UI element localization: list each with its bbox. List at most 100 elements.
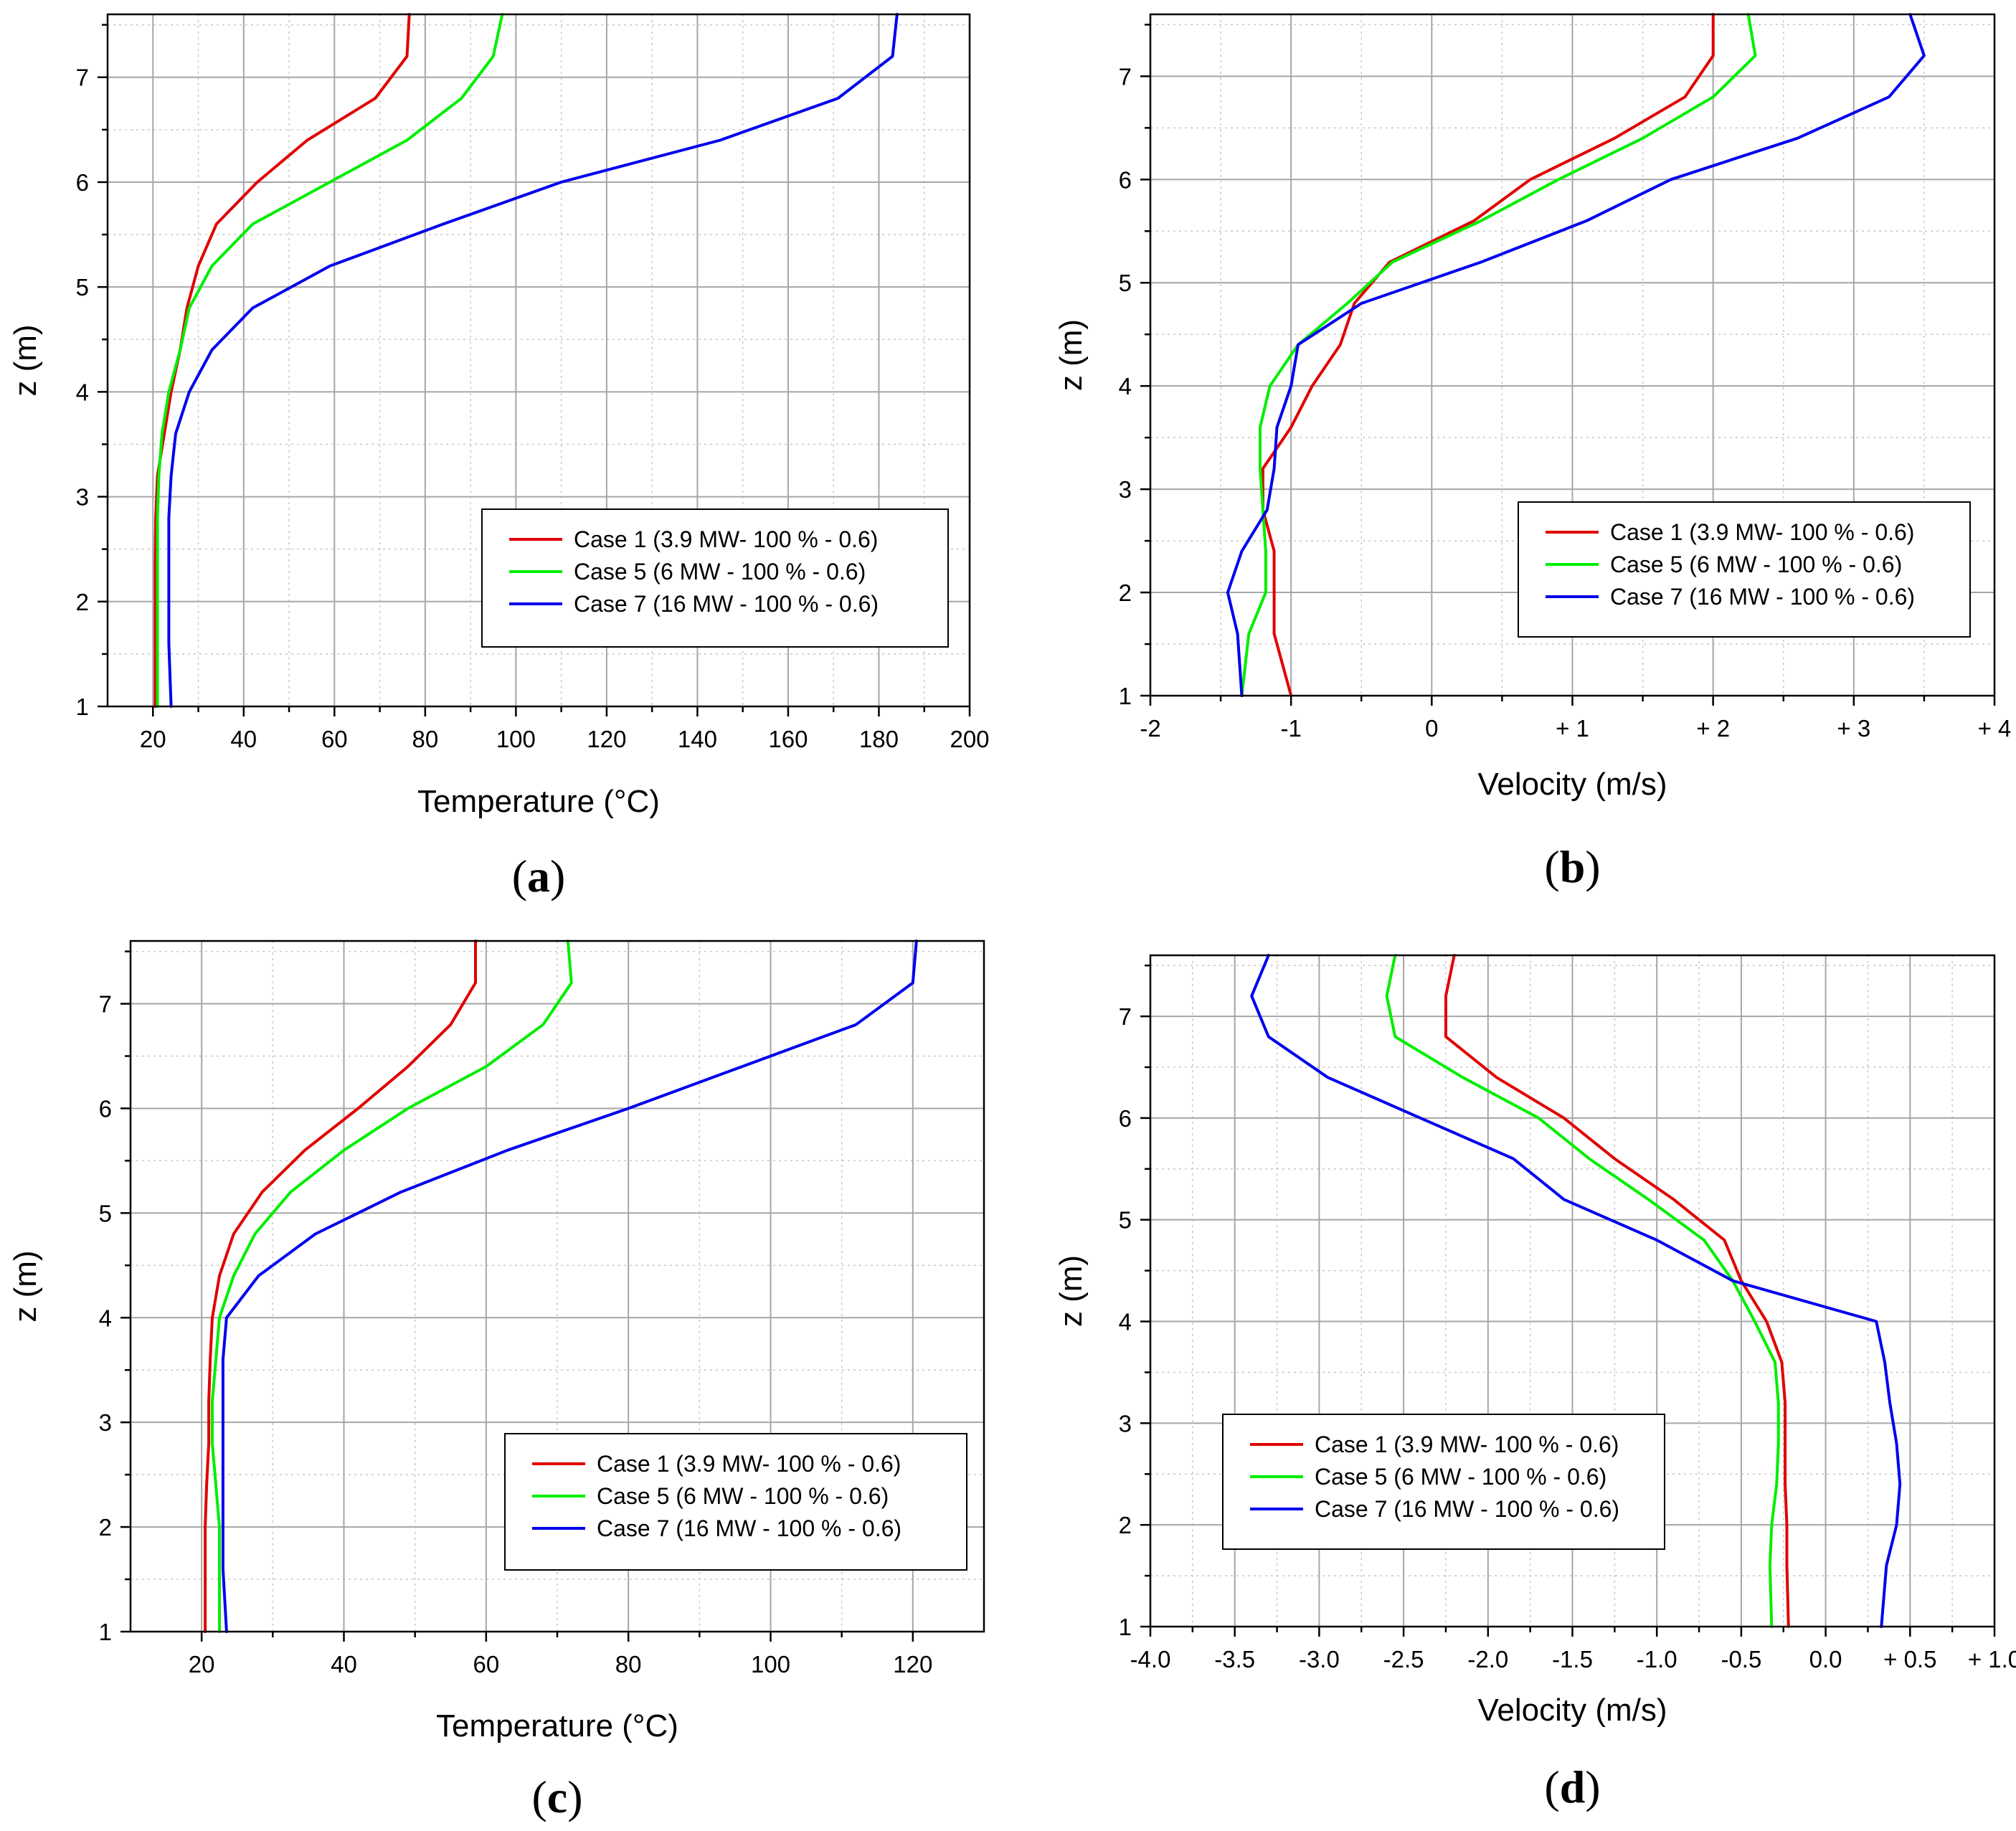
panel-label-open-paren: ( xyxy=(1544,841,1559,892)
y-tick-label: 2 xyxy=(99,1514,112,1541)
panel-label-letter: b xyxy=(1560,841,1586,892)
x-tick-label: 0 xyxy=(1425,715,1438,742)
series-line-1 xyxy=(204,940,477,1633)
x-tick-label: + 2 xyxy=(1696,715,1730,742)
series-line-3 xyxy=(167,13,899,708)
panel-label-letter: d xyxy=(1560,1761,1586,1812)
x-tick-label: + 1 xyxy=(1556,715,1589,742)
x-tick-label: -1 xyxy=(1280,715,1301,742)
series-line-1 xyxy=(1444,954,1790,1628)
y-tick-label: 4 xyxy=(1119,373,1132,399)
x-tick-label: 60 xyxy=(321,726,348,752)
x-tick-label: 60 xyxy=(473,1651,499,1678)
y-axis-title: z (m) xyxy=(1054,1255,1089,1327)
x-axis-title: Velocity (m/s) xyxy=(1477,1693,1667,1728)
legend-label-1: Case 1 (3.9 MW- 100 % - 0.6) xyxy=(574,526,878,552)
panel-label-close-paren: ) xyxy=(550,851,565,902)
x-tick-label: + 4 xyxy=(1978,715,2012,742)
x-tick-label: 100 xyxy=(496,726,536,752)
legend: Case 1 (3.9 MW- 100 % - 0.6) Case 5 (6 MW… xyxy=(504,1433,967,1571)
x-tick-label: -3.5 xyxy=(1214,1646,1255,1672)
y-tick-label: 4 xyxy=(76,379,89,405)
series-group xyxy=(1226,13,1926,697)
x-axis-title: Temperature (°C) xyxy=(417,784,660,819)
y-tick-label: 7 xyxy=(76,65,89,91)
y-tick-label: 3 xyxy=(1119,476,1132,503)
legend-label-2: Case 5 (6 MW - 100 % - 0.6) xyxy=(1610,552,1902,577)
y-tick-label: 3 xyxy=(76,484,89,511)
series-line-3 xyxy=(1250,954,1902,1628)
legend-label-1: Case 1 (3.9 MW- 100 % - 0.6) xyxy=(1610,519,1914,545)
legend-box xyxy=(504,1433,967,1571)
panel-label: (a) xyxy=(512,851,566,902)
panel-label: (d) xyxy=(1544,1761,1600,1812)
y-tick-label: 2 xyxy=(76,589,89,615)
x-tick-label: 40 xyxy=(331,1651,357,1678)
x-tick-label: -1.5 xyxy=(1552,1646,1593,1672)
x-tick-label: -1.0 xyxy=(1637,1646,1677,1672)
legend-label-1: Case 1 (3.9 MW- 100 % - 0.6) xyxy=(1315,1432,1619,1457)
y-tick-label: 2 xyxy=(1119,579,1132,606)
y-tick-label: 1 xyxy=(99,1619,112,1645)
chart-panel-b: -2 -1 0 + 1 + 2 + 3 + 4 1 2 3 4 5 6 7 Velocity (m/s) z … xyxy=(1054,13,2012,892)
legend: Case 1 (3.9 MW- 100 % - 0.6) Case 5 (6 MW… xyxy=(1222,1414,1665,1550)
x-tick-label: -3.0 xyxy=(1299,1646,1340,1672)
legend-box xyxy=(481,508,949,648)
legend-label-1: Case 1 (3.9 MW- 100 % - 0.6) xyxy=(597,1451,901,1477)
x-tick-label: + 3 xyxy=(1837,715,1870,742)
legend-label-3: Case 7 (16 MW - 100 % - 0.6) xyxy=(597,1515,901,1541)
series-line-1 xyxy=(153,13,411,708)
chart-panel-a: 20 40 60 80 100 120 140 160 180 200 1 2 3 4 5 6 7 Tempera… xyxy=(8,13,990,902)
panel-label-open-paren: ( xyxy=(531,1771,546,1822)
panel-label-close-paren: ) xyxy=(567,1771,582,1822)
x-tick-label: 160 xyxy=(768,726,808,752)
y-tick-label: 3 xyxy=(99,1409,112,1436)
y-tick-label: 7 xyxy=(99,991,112,1018)
series-line-2 xyxy=(156,13,504,708)
y-tick-label: 5 xyxy=(1119,270,1132,296)
y-tick-label: 2 xyxy=(1119,1512,1132,1538)
x-tick-label: 120 xyxy=(893,1651,932,1678)
x-tick-label: -4.0 xyxy=(1130,1646,1171,1672)
x-tick-label: 200 xyxy=(950,726,989,752)
legend-label-3: Case 7 (16 MW - 100 % - 0.6) xyxy=(1610,584,1915,610)
y-tick-label: 1 xyxy=(1119,683,1132,709)
legend-label-2: Case 5 (6 MW - 100 % - 0.6) xyxy=(1315,1464,1606,1490)
series-line-3 xyxy=(221,940,918,1633)
y-tick-label: 4 xyxy=(99,1305,112,1331)
legend-box xyxy=(1518,501,1971,638)
series-group xyxy=(153,13,899,708)
x-tick-label: 100 xyxy=(751,1651,790,1678)
x-tick-label: 40 xyxy=(230,726,257,752)
y-tick-label: 6 xyxy=(76,169,89,196)
chart-panel-c: 20 40 60 80 100 120 1 2 3 4 5 6 7 Temperature (°C) z (… xyxy=(8,940,985,1822)
series-group xyxy=(1250,954,1902,1628)
x-tick-label: 140 xyxy=(678,726,717,752)
x-tick-label: -0.5 xyxy=(1721,1646,1761,1672)
legend-label-3: Case 7 (16 MW - 100 % - 0.6) xyxy=(1315,1496,1619,1522)
series-line-3 xyxy=(1226,13,1926,697)
y-axis-title: z (m) xyxy=(1054,319,1089,391)
y-axis-title: z (m) xyxy=(8,1250,43,1322)
panel-label: (b) xyxy=(1544,841,1600,892)
y-tick-label: 5 xyxy=(99,1200,112,1226)
y-tick-label: 6 xyxy=(1119,166,1132,193)
y-tick-label: 7 xyxy=(1119,1003,1132,1030)
y-tick-label: 1 xyxy=(1119,1614,1132,1640)
x-tick-label: -2 xyxy=(1140,715,1160,742)
x-tick-label: 20 xyxy=(140,726,166,752)
panel-label-open-paren: ( xyxy=(1544,1761,1559,1812)
legend-box xyxy=(1222,1414,1665,1550)
y-tick-label: 7 xyxy=(1119,63,1132,90)
series-group xyxy=(204,940,918,1633)
y-tick-label: 5 xyxy=(1119,1207,1132,1234)
y-tick-label: 6 xyxy=(1119,1105,1132,1132)
y-tick-label: 1 xyxy=(76,694,89,720)
panel-label: (c) xyxy=(531,1771,582,1822)
x-axis-title: Temperature (°C) xyxy=(436,1708,678,1744)
plot-frame xyxy=(106,13,971,708)
chart-panel-d: -4.0 -3.5 -3.0 -2.5 -2.0 -1.5 -1.0 -0.5 0.0 + 0.5… xyxy=(1054,954,2016,1812)
x-tick-label: 180 xyxy=(859,726,899,752)
x-tick-label: 80 xyxy=(615,1651,642,1678)
